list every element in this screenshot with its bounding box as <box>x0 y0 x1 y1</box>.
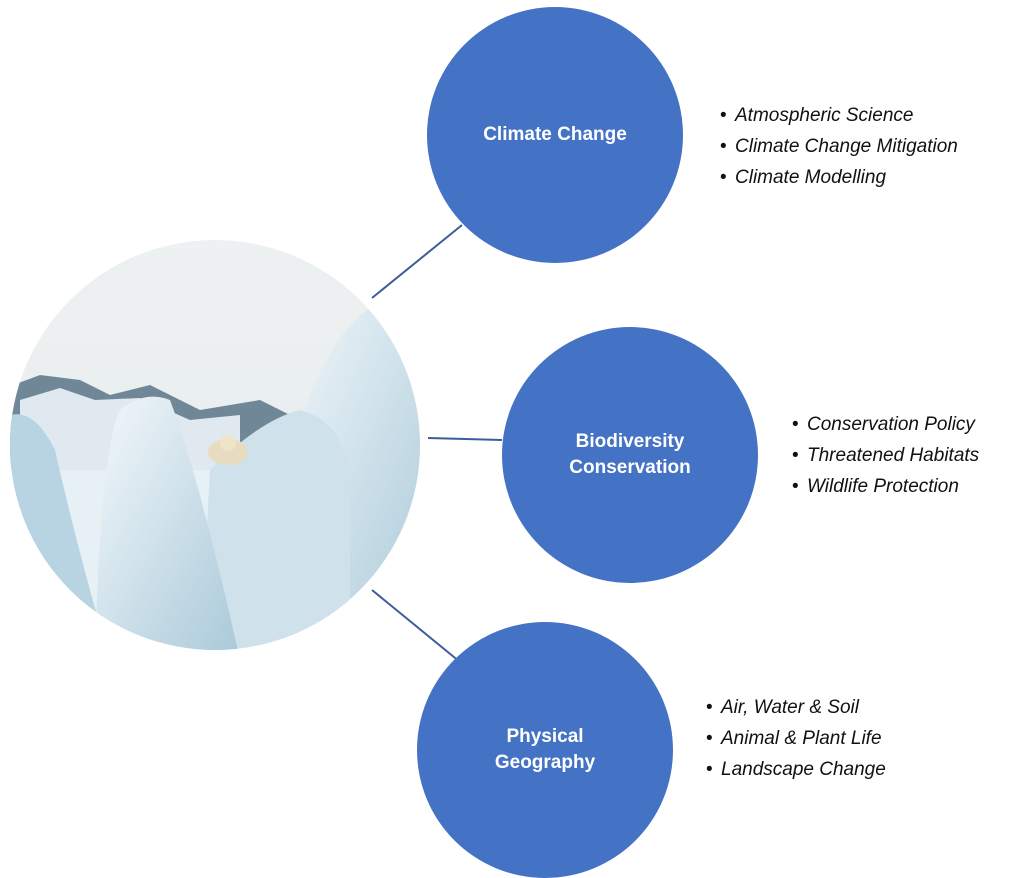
subtopic: Threatened Habitats <box>807 440 979 471</box>
topic-label: Climate Change <box>480 122 630 148</box>
topic-circle: Physical Geography <box>417 622 673 878</box>
connector <box>372 225 462 298</box>
page: Climate Change Biodiversity Conservation… <box>0 0 1026 871</box>
subtopic-list: Conservation Policy Threatened Habitats … <box>791 409 979 502</box>
subtopic: Air, Water & Soil <box>721 692 886 723</box>
topic-label: Biodiversity Conservation <box>555 429 705 480</box>
subtopic: Conservation Policy <box>807 409 979 440</box>
connector <box>372 590 460 662</box>
subtopic-list: Atmospheric Science Climate Change Mitig… <box>719 100 958 193</box>
topic-circle: Biodiversity Conservation <box>502 327 758 583</box>
subtopic: Climate Modelling <box>735 162 958 193</box>
topic-circle: Climate Change <box>427 7 683 263</box>
subtopic: Animal & Plant Life <box>721 723 886 754</box>
subtopic: Landscape Change <box>721 754 886 785</box>
subtopic: Climate Change Mitigation <box>735 131 958 162</box>
subtopic-list: Air, Water & Soil Animal & Plant Life La… <box>705 692 886 785</box>
topic-label: Physical Geography <box>470 724 620 775</box>
subtopic: Atmospheric Science <box>735 100 958 131</box>
photo <box>0 230 430 660</box>
subtopic: Wildlife Protection <box>807 471 979 502</box>
connector <box>428 438 502 440</box>
